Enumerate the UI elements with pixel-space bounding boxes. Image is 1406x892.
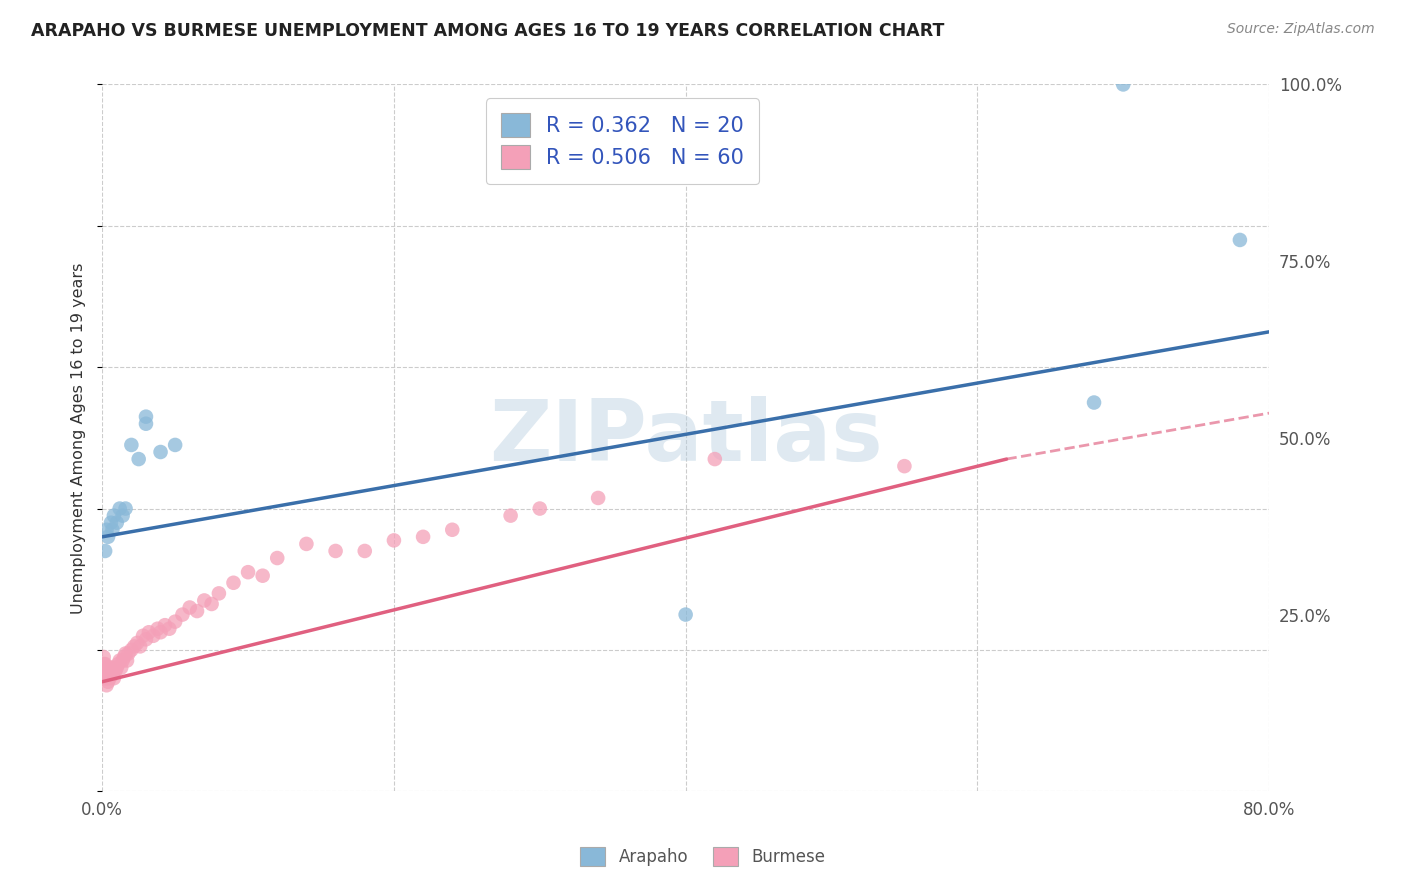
Point (295, 537, 318, 551)
Point (149, 445, 172, 459)
Point (382, 533, 405, 548)
Point (96, 678, 118, 692)
Legend: Arapaho, Burmese: Arapaho, Burmese (572, 838, 834, 875)
Point (98, 671, 121, 685)
Point (105, 660, 128, 674)
Point (107, 657, 129, 671)
Point (108, 501, 131, 516)
Point (110, 660, 132, 674)
Point (114, 647, 136, 661)
Point (94, 544, 117, 558)
Point (1112, 78, 1135, 92)
Point (186, 604, 208, 618)
Point (135, 632, 157, 647)
Point (1083, 395, 1105, 409)
Point (142, 629, 165, 643)
Point (157, 622, 180, 636)
Point (103, 671, 125, 685)
Point (120, 643, 142, 657)
Point (100, 664, 122, 678)
Point (703, 452, 725, 467)
Point (96, 523, 118, 537)
Point (117, 647, 139, 661)
Point (108, 654, 131, 668)
Point (114, 501, 136, 516)
Legend: R = 0.362   N = 20, R = 0.506   N = 60: R = 0.362 N = 20, R = 0.506 N = 60 (486, 98, 759, 184)
Point (172, 607, 194, 622)
Point (96, 671, 118, 685)
Point (93, 657, 115, 671)
Point (94, 671, 117, 685)
Point (146, 622, 169, 636)
Text: Source: ZipAtlas.com: Source: ZipAtlas.com (1227, 22, 1375, 37)
Point (353, 544, 375, 558)
Point (101, 660, 124, 674)
Point (165, 615, 187, 629)
Point (675, 607, 697, 622)
Point (111, 508, 134, 523)
Point (266, 551, 288, 566)
Point (97, 667, 120, 681)
Point (101, 667, 124, 681)
Point (135, 409, 157, 424)
Point (128, 452, 150, 467)
Point (179, 600, 201, 615)
Point (252, 568, 274, 582)
Point (236, 565, 259, 579)
Point (165, 438, 187, 452)
Point (132, 629, 155, 643)
Point (93, 664, 115, 678)
Y-axis label: Unemployment Among Ages 16 to 19 years: Unemployment Among Ages 16 to 19 years (72, 262, 86, 614)
Point (103, 508, 125, 523)
Point (105, 516, 128, 530)
Point (124, 640, 146, 654)
Point (98, 660, 121, 674)
Point (138, 625, 160, 640)
Point (96, 664, 118, 678)
Point (529, 501, 551, 516)
Point (111, 654, 134, 668)
Point (325, 544, 347, 558)
Point (586, 491, 609, 505)
Point (153, 618, 176, 632)
Point (127, 636, 149, 650)
Point (193, 593, 215, 607)
Text: ARAPAHO VS BURMESE UNEMPLOYMENT AMONG AGES 16 TO 19 YEARS CORRELATION CHART: ARAPAHO VS BURMESE UNEMPLOYMENT AMONG AG… (31, 22, 945, 40)
Point (93, 650, 115, 665)
Text: ZIPatlas: ZIPatlas (489, 396, 883, 479)
Point (129, 640, 152, 654)
Point (120, 438, 142, 452)
Point (222, 575, 245, 590)
Point (104, 664, 127, 678)
Point (201, 597, 224, 611)
Point (441, 523, 464, 537)
Point (97, 530, 120, 544)
Point (208, 586, 231, 600)
Point (135, 417, 157, 431)
Point (499, 508, 522, 523)
Point (94, 657, 117, 671)
Point (115, 654, 138, 668)
Point (1229, 233, 1251, 247)
Point (149, 625, 172, 640)
Point (893, 459, 915, 474)
Point (101, 523, 124, 537)
Point (412, 530, 434, 544)
Point (112, 650, 135, 665)
Point (100, 516, 122, 530)
Point (97, 674, 120, 689)
